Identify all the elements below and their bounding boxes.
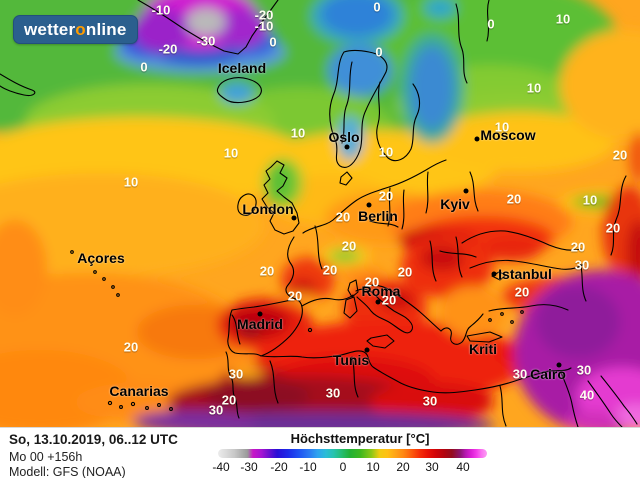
city-dot — [474, 136, 480, 142]
city-label: Madrid — [237, 316, 283, 332]
temp-contour-label: 10 — [494, 119, 510, 135]
temperature-map: -10 -20 -30 -20 -10 0 0 0 0 0 10 10 10 10 10 10 10 20 10 20… — [0, 0, 640, 427]
temp-contour-label: 30 — [325, 385, 341, 401]
city-dot — [291, 215, 297, 221]
temp-contour-label: 20 — [612, 147, 628, 163]
city-dot — [375, 299, 381, 305]
temp-contour-label: 20 — [341, 238, 357, 254]
temp-contour-label: 30 — [576, 362, 592, 378]
temp-contour-label: -10 — [151, 2, 171, 18]
model-name-label: Modell: GFS (NOAA) — [9, 465, 126, 478]
legend-title: Höchsttemperatur [°C] — [290, 431, 430, 446]
legend-tick-label: 10 — [366, 460, 380, 474]
legend-colorbar — [218, 449, 487, 458]
legend-tick-label: 20 — [396, 460, 410, 474]
temp-contour-label: 20 — [378, 188, 394, 204]
map-annotations: -10 -20 -30 -20 -10 0 0 0 0 0 10 10 10 10 10 10 10 20 10 20… — [77, 0, 628, 418]
temp-contour-label: 40 — [579, 387, 595, 403]
legend-tick-label: -30 — [240, 460, 258, 474]
legend-tick-label: -20 — [270, 460, 288, 474]
valid-time-label: So, 13.10.2019, 06..12 UTC — [9, 432, 178, 447]
wetteronline-logo[interactable]: wetteronline — [13, 15, 138, 44]
temp-contour-label: 30 — [228, 366, 244, 382]
temp-contour-label: 20 — [397, 264, 413, 280]
legend-tick-label: -40 — [212, 460, 230, 474]
city-label: Kyiv — [440, 196, 470, 212]
temp-contour-label: 10 — [378, 144, 394, 160]
city-dot — [491, 271, 497, 277]
city-dot — [556, 362, 562, 368]
temp-contour-label: 0 — [269, 34, 277, 50]
temp-contour-label: 10 — [223, 145, 239, 161]
temp-contour-label: -10 — [254, 18, 274, 34]
city-label: Cairo — [530, 366, 566, 382]
city-dot — [366, 202, 372, 208]
status-bar: So, 13.10.2019, 06..12 UTC Mo 00 +156h M… — [0, 427, 640, 478]
logo-accent-o: o — [75, 20, 86, 39]
temp-contour-label: 10 — [555, 11, 571, 27]
city-label: Kriti — [469, 341, 497, 357]
temp-contour-label: 30 — [422, 393, 438, 409]
temp-contour-label: 20 — [514, 284, 530, 300]
temp-contour-label: 20 — [259, 263, 275, 279]
city-dot — [344, 144, 350, 150]
temperature-field — [0, 0, 640, 427]
temp-contour-label: 30 — [208, 402, 224, 418]
coastlines-borders — [0, 0, 638, 427]
temp-contour-label: 20 — [364, 274, 380, 290]
temp-contour-label: 20 — [381, 292, 397, 308]
logo-text-wetter: wetter — [24, 20, 76, 39]
temp-contour-label: 20 — [221, 392, 237, 408]
city-dot — [257, 311, 263, 317]
model-run-label: Mo 00 +156h — [9, 450, 83, 464]
temp-contour-label: 10 — [123, 174, 139, 190]
temp-contour-label: 20 — [322, 262, 338, 278]
city-label: Moscow — [480, 127, 536, 143]
temp-contour-label: 0 — [487, 16, 495, 32]
temp-contour-label: 30 — [574, 257, 590, 273]
city-label: Berlin — [358, 208, 398, 224]
temp-contour-label: -20 — [254, 7, 274, 23]
legend-tick-label: 40 — [456, 460, 470, 474]
temp-contour-label: -20 — [158, 41, 178, 57]
temp-contour-label: 20 — [335, 209, 351, 225]
temp-contour-label: 10 — [582, 192, 598, 208]
temp-contour-label: 30 — [512, 366, 528, 382]
temp-contour-label: 0 — [373, 0, 381, 15]
city-dot — [364, 347, 370, 353]
city-label: Roma — [361, 283, 401, 299]
legend-tick-label: 30 — [425, 460, 439, 474]
temp-contour-label: 10 — [526, 80, 542, 96]
temp-contour-label: 10 — [290, 125, 306, 141]
legend-tick-label: -10 — [299, 460, 317, 474]
legend-tick-label: 0 — [339, 460, 347, 474]
temp-contour-label: 0 — [140, 59, 148, 75]
map-graphic — [0, 0, 640, 427]
temp-contour-label: 20 — [287, 288, 303, 304]
city-label: Canarias — [109, 383, 169, 399]
city-label: Istanbul — [498, 266, 552, 282]
temp-contour-label: 0 — [375, 44, 383, 60]
temp-contour-label: -30 — [196, 33, 216, 49]
temp-contour-label: 20 — [506, 191, 522, 207]
city-label: Açores — [77, 250, 125, 266]
temp-contour-label: 20 — [605, 220, 621, 236]
temp-contour-label: 20 — [570, 239, 586, 255]
logo-text-nline: nline — [85, 20, 127, 39]
city-label: London — [242, 201, 294, 217]
temp-contour-label: 20 — [123, 339, 139, 355]
city-label: Oslo — [328, 129, 360, 145]
city-dot — [463, 188, 469, 194]
city-label: Tunis — [332, 352, 370, 368]
city-label: Iceland — [217, 60, 267, 76]
